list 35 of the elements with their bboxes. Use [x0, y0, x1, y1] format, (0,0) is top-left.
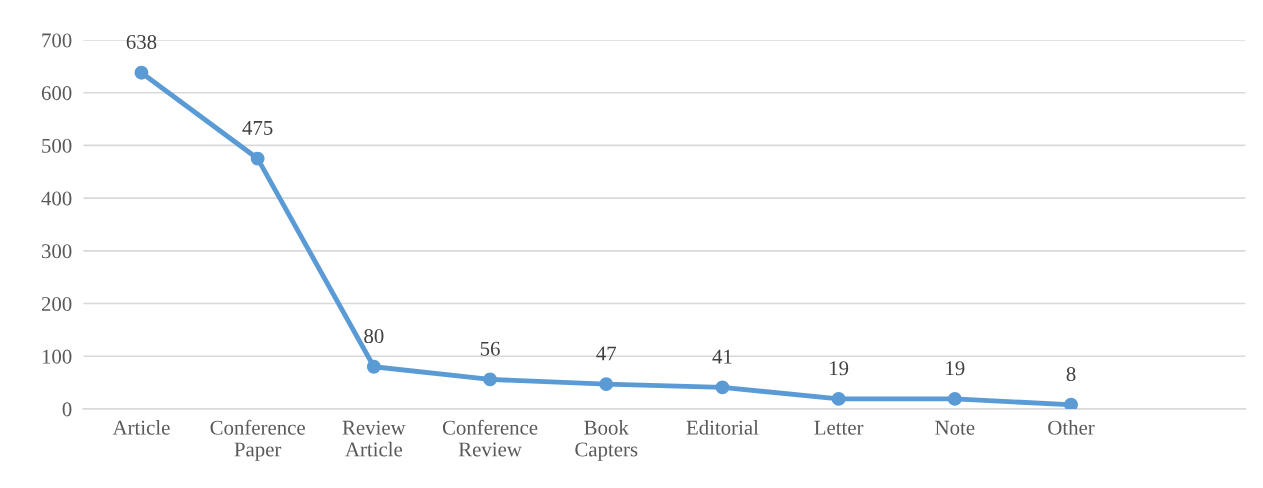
point: [599, 377, 614, 392]
x-tick-label: Article: [112, 420, 170, 435]
y-tick-label: 0: [62, 402, 72, 417]
y-tick-label: 300: [41, 244, 72, 259]
x-tick-label: Conference Paper: [210, 419, 305, 461]
y-tick-label: 500: [42, 138, 72, 153]
y-tick-label: 200: [41, 296, 72, 311]
data-label: 638: [126, 34, 157, 50]
x-tick-label: Review Article: [342, 420, 406, 457]
data-label: 41: [712, 349, 732, 364]
data-label: 56: [480, 341, 500, 356]
point: [1064, 397, 1078, 409]
point: [366, 359, 381, 374]
y-tick-label: 700: [42, 33, 72, 48]
point: [134, 65, 149, 80]
data-label: 19: [830, 361, 849, 376]
y-tick-label: 100: [42, 349, 72, 364]
data-label: 8: [1066, 366, 1076, 382]
point: [250, 151, 265, 166]
x-tick-label: Conference Review: [442, 419, 538, 457]
x-tick-label: Letter: [814, 420, 864, 435]
point: [715, 380, 730, 395]
y-tick-label: 600: [41, 86, 72, 101]
x-tick-label: Editorial: [686, 420, 759, 435]
x-tick-label: Other: [1048, 420, 1095, 435]
data-label: 47: [596, 346, 617, 361]
data-label: 80: [364, 329, 384, 344]
x-tick-label: Note: [935, 420, 975, 435]
point: [947, 391, 962, 406]
point: [831, 391, 846, 406]
y-tick-label: 400: [41, 191, 72, 206]
x-tick-label: Book Capters: [575, 420, 638, 461]
point: [483, 372, 497, 387]
data-label: 475: [242, 121, 273, 135]
data-label: 19: [946, 361, 965, 376]
